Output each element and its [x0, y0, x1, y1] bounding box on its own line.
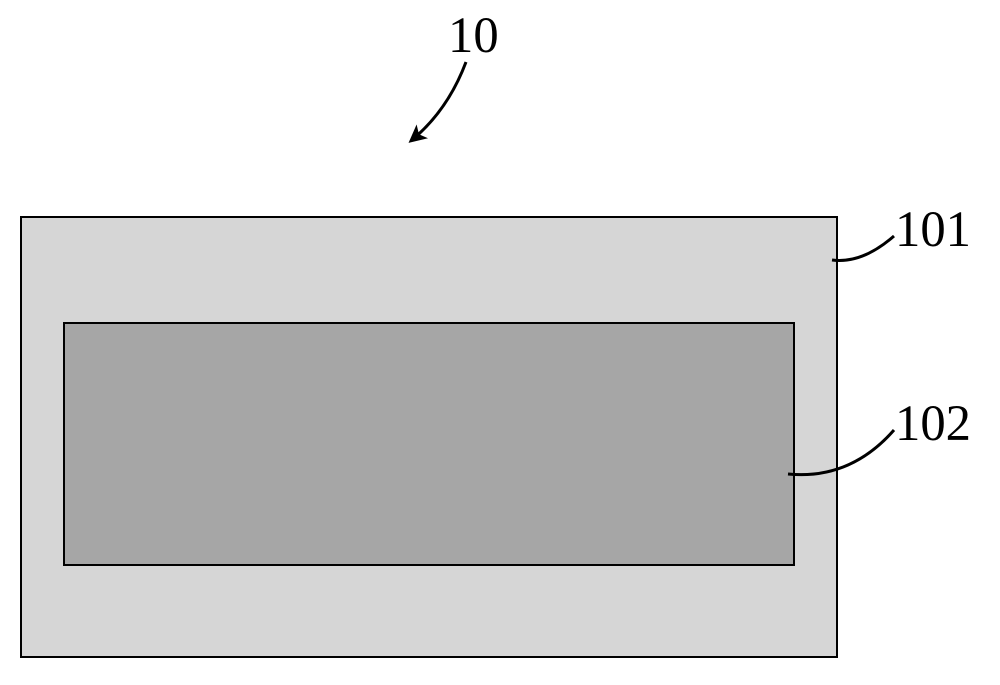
leader-101-path [832, 236, 894, 261]
leader-102-path [788, 430, 894, 475]
leader-arrow-10 [0, 0, 1000, 685]
leader-arrow-10-path [412, 62, 466, 140]
figure-canvas: 10 101 102 [0, 0, 1000, 685]
